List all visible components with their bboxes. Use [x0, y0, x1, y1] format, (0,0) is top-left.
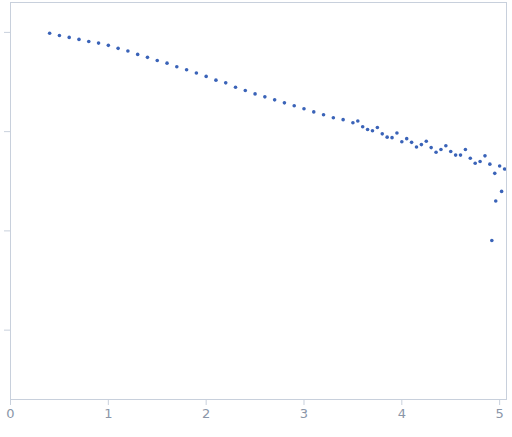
svg-text:0: 0 — [6, 406, 14, 421]
svg-text:2: 2 — [202, 406, 210, 421]
svg-text:5: 5 — [496, 406, 504, 421]
svg-text:3: 3 — [300, 406, 308, 421]
svg-text:4: 4 — [398, 406, 406, 421]
svg-text:1: 1 — [104, 406, 112, 421]
